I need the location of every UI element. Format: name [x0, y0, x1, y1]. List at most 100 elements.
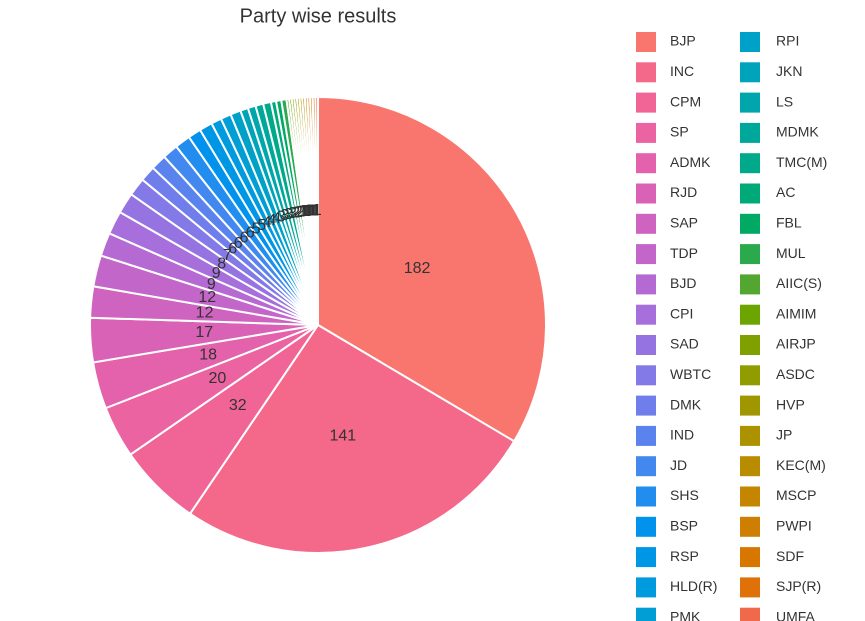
legend-swatch: [636, 244, 656, 265]
legend-swatch: [740, 183, 760, 204]
data-label: 2: [294, 204, 303, 221]
legend-swatch: [636, 607, 656, 621]
legend-swatch: [740, 122, 760, 143]
legend-label: WBTC: [670, 366, 711, 382]
data-label: 1: [298, 203, 307, 220]
legend-label: AIIC(S): [776, 275, 822, 291]
legend-swatch: [740, 244, 760, 265]
data-label: 8: [217, 255, 226, 272]
legend-label: TMC(M): [776, 154, 827, 170]
chart-title: Party wise results: [240, 5, 397, 27]
legend-swatch: [636, 365, 656, 386]
legend-label: ADMK: [670, 154, 711, 170]
legend-swatch: [636, 274, 656, 295]
legend-swatch: [636, 395, 656, 416]
legend-swatch: [740, 365, 760, 386]
data-label: 3: [284, 206, 293, 223]
data-label: 2: [291, 204, 300, 221]
legend-label: HLD(R): [670, 578, 717, 594]
legend-label: SP: [670, 124, 689, 140]
data-label: 32: [229, 397, 247, 414]
legend-label: PMK: [670, 608, 701, 621]
legend-label: SHS: [670, 487, 699, 503]
legend-label: MUL: [776, 245, 806, 261]
legend-label: UMFA: [776, 608, 816, 621]
legend-swatch: [740, 456, 760, 477]
legend-label: SAP: [670, 215, 698, 231]
data-label: 1: [302, 203, 311, 220]
legend-label: IND: [670, 427, 694, 443]
legend-swatch: [636, 547, 656, 568]
legend-swatch: [636, 183, 656, 204]
legend-label: CPI: [670, 305, 693, 321]
legend-swatch: [740, 153, 760, 174]
legend-label: BJP: [670, 33, 696, 49]
legend-label: FBL: [776, 215, 802, 231]
data-label: 1: [309, 202, 318, 219]
legend-swatch: [636, 425, 656, 446]
legend-label: JP: [776, 427, 792, 443]
data-label: 1: [313, 202, 322, 219]
data-label: 6: [234, 235, 243, 252]
legend-swatch: [636, 486, 656, 507]
legend-label: CPM: [670, 93, 701, 109]
legend-swatch: [636, 213, 656, 234]
legend-swatch: [636, 456, 656, 477]
legend-label: AIRJP: [776, 336, 816, 352]
legend-label: MSCP: [776, 487, 816, 503]
data-label: 6: [228, 241, 237, 258]
data-label: 1: [301, 203, 310, 220]
legend-swatch: [636, 335, 656, 355]
data-label: 182: [404, 260, 431, 277]
legend-swatch: [740, 92, 760, 113]
data-label: 1: [300, 203, 309, 220]
data-label: 1: [305, 203, 314, 220]
data-label: 141: [330, 427, 357, 444]
legend-label: RPI: [776, 33, 799, 49]
legend-swatch: [740, 425, 760, 446]
legend-swatch: [740, 547, 760, 568]
legend-label: LS: [776, 93, 793, 109]
legend-swatch: [636, 122, 656, 143]
legend-swatch: [636, 577, 656, 598]
legend-swatch: [636, 304, 656, 325]
data-label: 5: [252, 220, 261, 237]
legend-label: RJD: [670, 184, 697, 200]
pie-slice: [317, 95, 547, 443]
data-label: 3: [288, 205, 297, 222]
data-label: 4: [267, 212, 276, 229]
legend-label: DMK: [670, 396, 702, 412]
data-label: 12: [198, 289, 216, 306]
pie-slice: [188, 323, 516, 554]
legend-swatch: [740, 516, 760, 537]
data-label: 6: [240, 229, 249, 246]
legend-swatch: [636, 32, 656, 52]
legend-label: AIMIM: [776, 305, 816, 321]
legend-label: ASDC: [776, 366, 815, 382]
legend-swatch: [740, 274, 760, 295]
legend-label: SAD: [670, 336, 699, 352]
data-label: 3: [277, 208, 286, 225]
legend-swatch: [740, 213, 760, 234]
legend-swatch: [740, 486, 760, 507]
data-label: 17: [195, 324, 213, 341]
data-label: 1: [312, 202, 321, 219]
data-label: 7: [223, 247, 232, 264]
data-label: 4: [263, 214, 272, 231]
legend-label: BSP: [670, 518, 698, 534]
legend-swatch: [740, 32, 760, 52]
legend-label: TDP: [670, 245, 698, 261]
data-label: 6: [246, 225, 255, 242]
legend-label: JD: [670, 457, 687, 473]
data-label: 1: [308, 202, 317, 219]
data-label: 3: [280, 207, 289, 224]
data-label: 5: [257, 217, 266, 234]
legend-label: AC: [776, 184, 795, 200]
legend-label: INC: [670, 63, 694, 79]
legend-swatch: [636, 92, 656, 113]
data-label: 1: [306, 202, 315, 219]
legend-label: JKN: [776, 63, 802, 79]
legend-swatch: [740, 607, 760, 621]
legend-label: PWPI: [776, 518, 812, 534]
data-label: 4: [272, 210, 281, 227]
